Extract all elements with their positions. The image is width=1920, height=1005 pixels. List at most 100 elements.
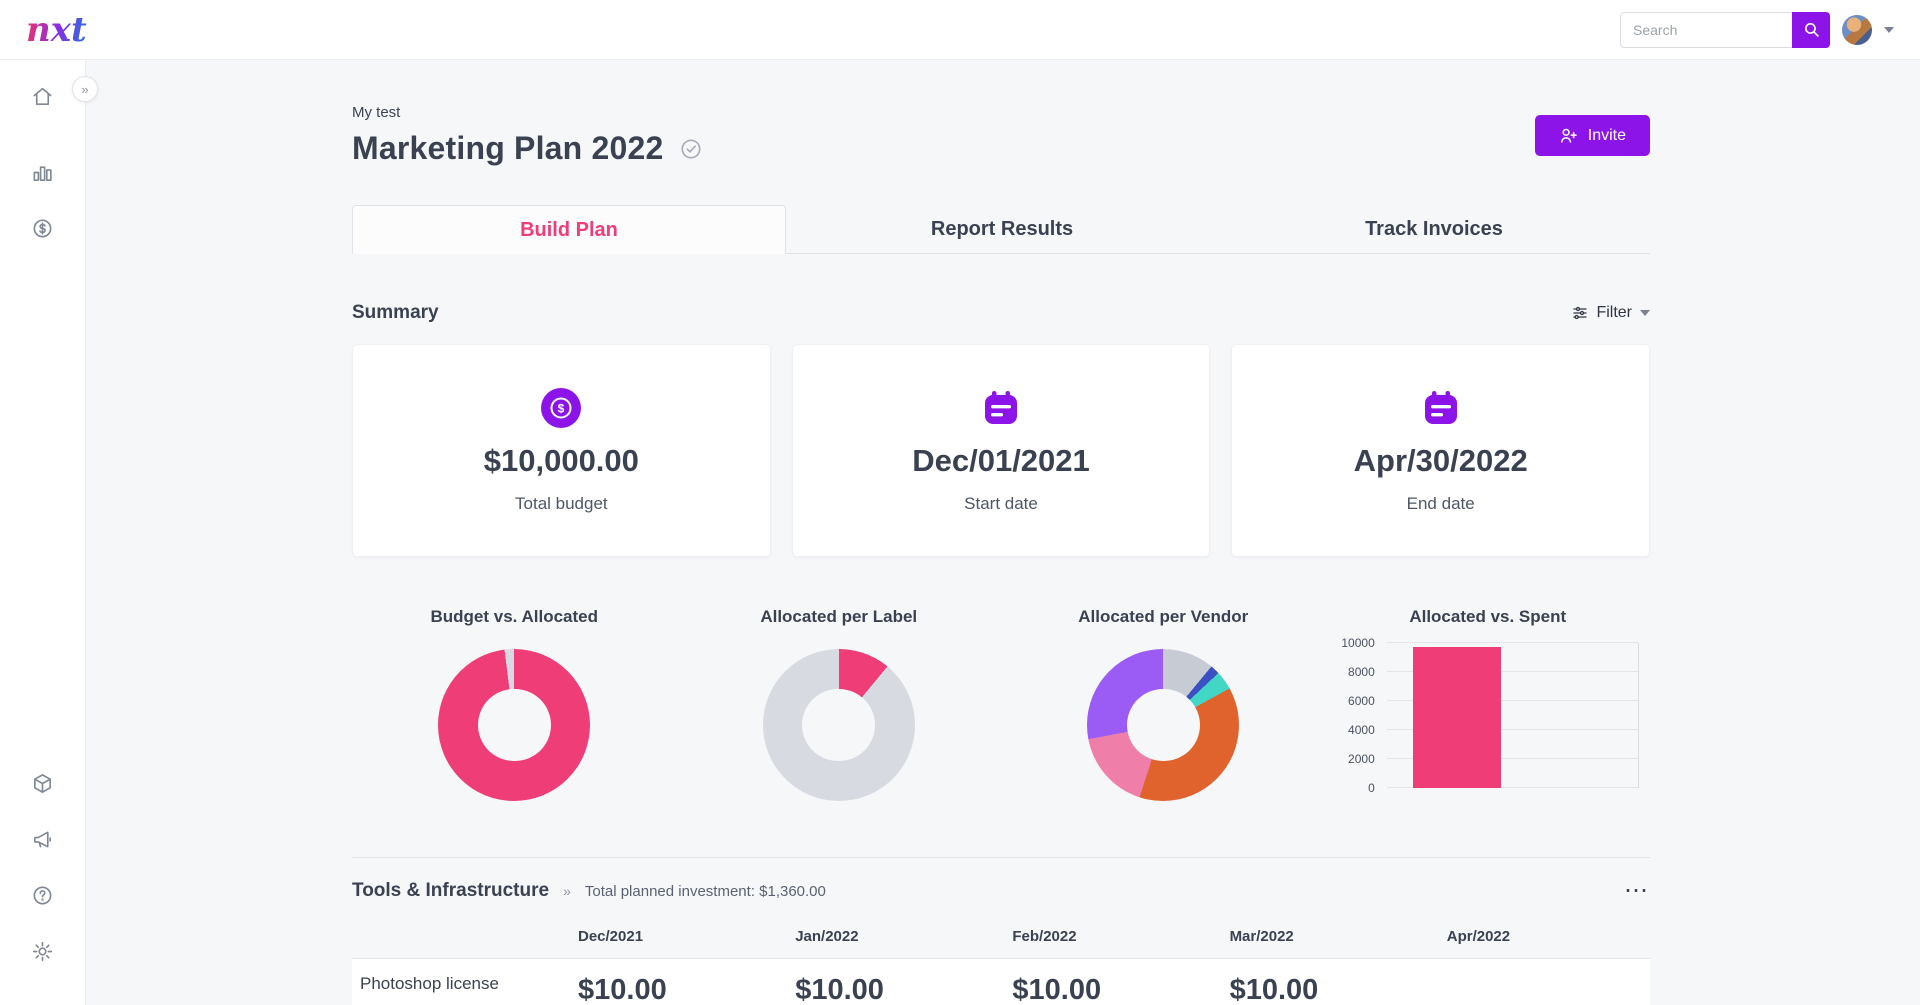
- allocated-bar: [1412, 647, 1501, 788]
- user-menu-caret-icon[interactable]: [1884, 26, 1894, 33]
- sidebar-item-products[interactable]: [23, 763, 63, 803]
- allocated-vs-spent-barchart: 10000 8000 6000 4000 2000 0: [1337, 637, 1639, 794]
- filter-label: Filter: [1596, 304, 1632, 321]
- help-icon: [33, 886, 52, 904]
- total-budget-card: $ $10,000.00 Total budget: [352, 344, 771, 557]
- column-header: Feb/2022: [1012, 928, 1077, 945]
- topbar: nxt: [0, 0, 1920, 60]
- search-group: [1620, 11, 1830, 48]
- allocated-per-label-donut: [762, 649, 915, 801]
- search-button[interactable]: [1792, 11, 1830, 48]
- app-logo[interactable]: nxt: [26, 9, 87, 50]
- column-header: Apr/2022: [1446, 928, 1511, 945]
- user-avatar[interactable]: [1842, 14, 1872, 45]
- y-tick-label: 6000: [1348, 694, 1375, 708]
- end-date-label: End date: [1406, 493, 1475, 513]
- settings-icon: [32, 941, 53, 961]
- y-tick-label: 4000: [1348, 723, 1375, 737]
- gridline: [1386, 671, 1638, 672]
- row-name[interactable]: Photoshop license: [360, 974, 499, 993]
- gridline: [1386, 642, 1638, 643]
- section-total: Total planned investment: $1,360.00: [584, 882, 826, 900]
- filter-button[interactable]: Filter: [1572, 304, 1650, 322]
- invite-button-label: Invite: [1587, 126, 1626, 144]
- table-row: Photoshop license $10.00 $10.00 $10.00 $…: [352, 959, 1650, 1005]
- svg-text:$: $: [558, 401, 565, 415]
- chart-title: Allocated per Label: [760, 607, 918, 626]
- section-chevron-icon[interactable]: »: [563, 883, 571, 899]
- cell-jan-2022[interactable]: $10.00: [795, 974, 884, 1005]
- y-tick-label: 0: [1368, 781, 1375, 795]
- chart-allocated-per-vendor: Allocated per Vendor: [1001, 607, 1326, 801]
- gridline: [1386, 787, 1638, 788]
- column-header: Dec/2021: [578, 928, 644, 945]
- sidebar-item-home[interactable]: [23, 76, 63, 116]
- tab-report-results[interactable]: Report Results: [786, 205, 1218, 254]
- sidebar-expand-button[interactable]: »: [72, 76, 98, 102]
- search-icon: [1804, 22, 1819, 37]
- section-more-button[interactable]: ⋯: [1624, 877, 1650, 904]
- column-header: Jan/2022: [795, 928, 859, 945]
- tab-build-plan[interactable]: Build Plan: [352, 205, 786, 254]
- invite-button[interactable]: Invite: [1534, 115, 1650, 156]
- plan-table-header: Dec/2021 Jan/2022 Feb/2022 Mar/2022 Apr/…: [352, 928, 1650, 959]
- sidebar-item-help[interactable]: [23, 875, 63, 915]
- start-date-label: Start date: [964, 493, 1038, 513]
- chart-title: Allocated per Vendor: [1078, 607, 1249, 626]
- dollar-circle-icon: [33, 219, 52, 237]
- gridline: [1386, 729, 1638, 730]
- invite-person-icon: [1560, 128, 1577, 143]
- search-input[interactable]: [1620, 11, 1792, 48]
- plan-table-body: Photoshop license $10.00 $10.00 $10.00 $…: [352, 959, 1650, 1005]
- allocated-per-vendor-donut: [1087, 649, 1240, 801]
- check-circle-icon[interactable]: [680, 138, 702, 160]
- breadcrumb: My test: [352, 104, 401, 121]
- page-header: My test Marketing Plan 2022 Invite: [352, 104, 1650, 167]
- gridline: [1386, 700, 1638, 701]
- bar-chart-icon: [33, 165, 52, 181]
- home-icon: [33, 87, 52, 105]
- sidebar-item-analytics[interactable]: [23, 152, 63, 192]
- total-budget-label: Total budget: [515, 493, 608, 513]
- gridline: [1386, 758, 1638, 759]
- chart-allocated-per-label: Allocated per Label: [677, 607, 1002, 801]
- sidebar-item-budget[interactable]: [23, 208, 63, 248]
- topbar-right: [1620, 11, 1894, 48]
- summary-cards: $ $10,000.00 Total budget Dec/01/2021 St…: [352, 344, 1651, 557]
- cube-icon: [34, 773, 51, 793]
- cell-feb-2022[interactable]: $10.00: [1012, 974, 1102, 1005]
- summary-heading: Summary: [352, 302, 439, 323]
- end-date-card: Apr/30/2022 End date: [1231, 344, 1651, 557]
- dollar-badge-icon: $: [541, 387, 582, 428]
- sidebar: »: [0, 60, 98, 1005]
- main-area: My test Marketing Plan 2022 Invite Build…: [86, 60, 1920, 1005]
- y-tick-label: 8000: [1348, 665, 1375, 679]
- cell-mar-2022[interactable]: $10.00: [1229, 974, 1319, 1005]
- megaphone-icon: [34, 830, 51, 848]
- budget-vs-allocated-donut: [438, 649, 591, 801]
- column-header-empty: [352, 928, 564, 945]
- page-title: Marketing Plan 2022: [352, 130, 664, 166]
- chart-budget-vs-allocated: Budget vs. Allocated: [352, 607, 677, 801]
- filter-caret-icon: [1640, 310, 1650, 316]
- bar-y-axis: 10000 8000 6000 4000 2000 0: [1337, 637, 1381, 794]
- sidebar-bottom-group: [23, 763, 63, 987]
- calendar-icon: [985, 390, 1017, 424]
- y-tick-label: 2000: [1348, 752, 1375, 766]
- cell-dec-2021[interactable]: $10.00: [578, 974, 667, 1005]
- start-date-value: Dec/01/2021: [912, 442, 1090, 478]
- sidebar-item-campaigns[interactable]: [23, 819, 63, 859]
- chart-allocated-vs-spent: Allocated vs. Spent 10000 8000 6000 4000 200…: [1326, 607, 1651, 801]
- tab-track-invoices[interactable]: Track Invoices: [1218, 205, 1650, 254]
- charts-row: Budget vs. Allocated Allocated per Label…: [352, 607, 1650, 801]
- section-divider: [352, 857, 1650, 858]
- section-header: Tools & Infrastructure » Total planned i…: [352, 877, 1650, 904]
- cell-apr-2022[interactable]: [1433, 974, 1650, 1005]
- sidebar-item-settings[interactable]: [23, 931, 63, 971]
- end-date-value: Apr/30/2022: [1353, 442, 1528, 478]
- tab-bar: Build Plan Report Results Track Invoices: [352, 205, 1650, 254]
- column-header: Mar/2022: [1229, 928, 1294, 945]
- calendar-icon: [1424, 390, 1457, 424]
- section-title: Tools & Infrastructure: [352, 880, 550, 901]
- chart-title: Allocated vs. Spent: [1409, 607, 1567, 626]
